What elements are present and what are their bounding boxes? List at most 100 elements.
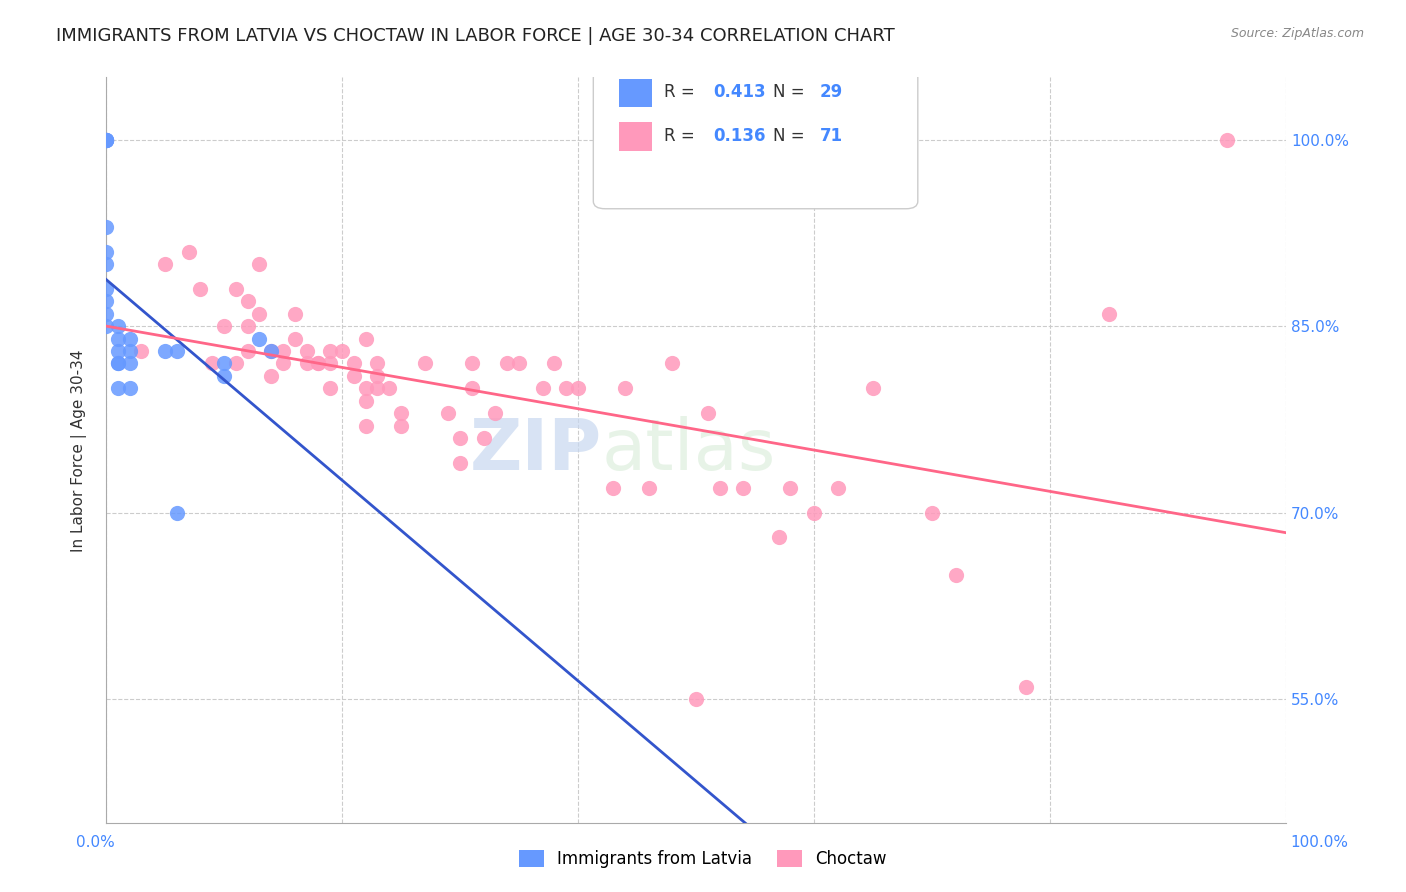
Point — [118, 332, 141, 346]
Text: R =: R = — [664, 127, 700, 145]
Point — [354, 393, 377, 408]
Point — [94, 133, 117, 147]
Point — [567, 381, 589, 395]
Point — [94, 133, 117, 147]
Point — [461, 356, 484, 370]
Point — [201, 356, 224, 370]
Point — [271, 343, 294, 358]
Point — [307, 356, 329, 370]
Point — [354, 418, 377, 433]
Point — [1098, 307, 1121, 321]
Point — [437, 406, 460, 420]
Point — [661, 356, 683, 370]
Point — [614, 381, 637, 395]
Point — [1216, 133, 1239, 147]
Point — [354, 381, 377, 395]
Text: 0.136: 0.136 — [714, 127, 766, 145]
Point — [637, 481, 659, 495]
Point — [803, 506, 825, 520]
Point — [260, 343, 283, 358]
Point — [862, 381, 884, 395]
Point — [484, 406, 506, 420]
Point — [319, 356, 342, 370]
Point — [354, 332, 377, 346]
Legend: Immigrants from Latvia, Choctaw: Immigrants from Latvia, Choctaw — [512, 843, 894, 875]
Point — [247, 332, 270, 346]
Point — [496, 356, 519, 370]
Point — [461, 381, 484, 395]
Point — [921, 506, 943, 520]
Point — [696, 406, 718, 420]
Point — [94, 257, 117, 271]
Point — [94, 244, 117, 259]
Text: ZIP: ZIP — [470, 416, 602, 485]
Point — [319, 343, 342, 358]
Point — [779, 481, 801, 495]
Point — [153, 343, 176, 358]
Text: 29: 29 — [820, 83, 844, 102]
Text: R =: R = — [664, 83, 700, 102]
Text: IMMIGRANTS FROM LATVIA VS CHOCTAW IN LABOR FORCE | AGE 30-34 CORRELATION CHART: IMMIGRANTS FROM LATVIA VS CHOCTAW IN LAB… — [56, 27, 896, 45]
Point — [284, 307, 307, 321]
Point — [768, 531, 790, 545]
Point — [236, 294, 259, 309]
Point — [378, 381, 401, 395]
Point — [343, 356, 366, 370]
Point — [449, 456, 471, 470]
Point — [555, 381, 578, 395]
Text: Source: ZipAtlas.com: Source: ZipAtlas.com — [1230, 27, 1364, 40]
Point — [177, 244, 200, 259]
Point — [94, 307, 117, 321]
Y-axis label: In Labor Force | Age 30-34: In Labor Force | Age 30-34 — [72, 349, 87, 552]
Point — [827, 481, 849, 495]
Point — [94, 219, 117, 234]
Point — [413, 356, 436, 370]
Point — [153, 257, 176, 271]
Point — [343, 368, 366, 383]
Point — [389, 406, 412, 420]
Point — [118, 381, 141, 395]
Point — [94, 294, 117, 309]
Text: N =: N = — [773, 83, 810, 102]
Point — [366, 381, 388, 395]
Point — [602, 481, 624, 495]
Point — [94, 319, 117, 334]
Text: 0.413: 0.413 — [714, 83, 766, 102]
Point — [131, 343, 153, 358]
Point — [508, 356, 530, 370]
Point — [225, 282, 247, 296]
Point — [190, 282, 212, 296]
Point — [118, 356, 141, 370]
Text: 100.0%: 100.0% — [1289, 836, 1348, 850]
Point — [166, 506, 188, 520]
Point — [319, 381, 342, 395]
Point — [733, 481, 755, 495]
Point — [212, 368, 235, 383]
FancyBboxPatch shape — [619, 78, 652, 107]
Point — [212, 319, 235, 334]
Point — [247, 257, 270, 271]
Text: N =: N = — [773, 127, 810, 145]
FancyBboxPatch shape — [619, 122, 652, 151]
Point — [709, 481, 731, 495]
Point — [260, 343, 283, 358]
Point — [107, 319, 129, 334]
Point — [260, 368, 283, 383]
Point — [94, 133, 117, 147]
Point — [107, 343, 129, 358]
Point — [94, 133, 117, 147]
Point — [366, 368, 388, 383]
Point — [118, 343, 141, 358]
Point — [107, 356, 129, 370]
Point — [389, 418, 412, 433]
Point — [107, 332, 129, 346]
Point — [225, 356, 247, 370]
Text: 0.0%: 0.0% — [76, 836, 115, 850]
Point — [366, 356, 388, 370]
Point — [94, 282, 117, 296]
Point — [1015, 680, 1038, 694]
Point — [685, 692, 707, 706]
Point — [166, 343, 188, 358]
FancyBboxPatch shape — [593, 70, 918, 209]
Text: atlas: atlas — [602, 416, 776, 485]
